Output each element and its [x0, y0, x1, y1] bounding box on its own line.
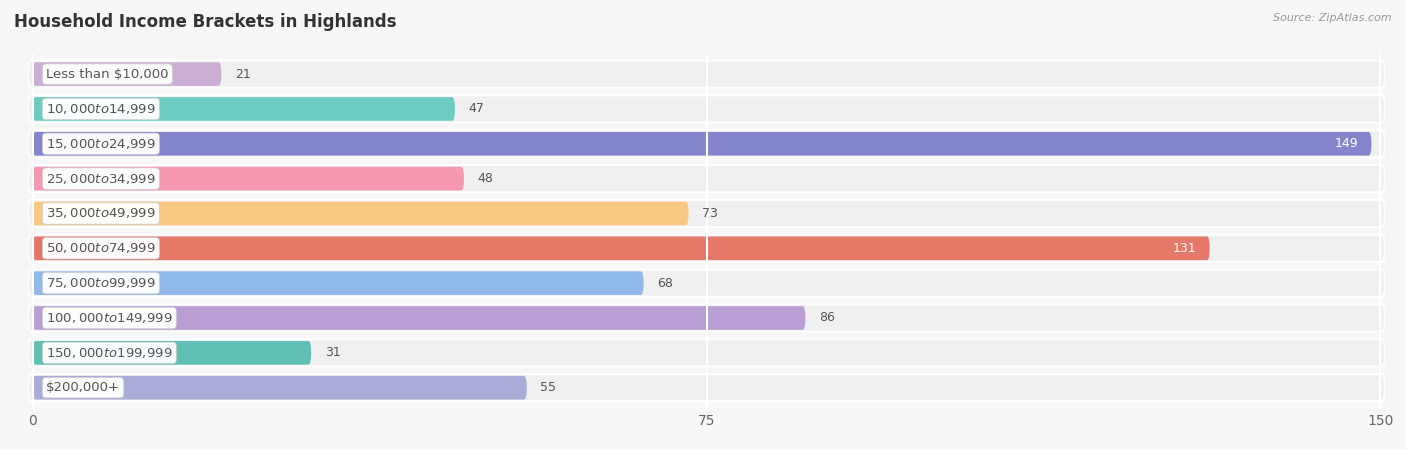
FancyBboxPatch shape [32, 306, 806, 330]
FancyBboxPatch shape [28, 200, 1385, 227]
Text: 68: 68 [657, 277, 673, 290]
Text: 131: 131 [1173, 242, 1197, 255]
FancyBboxPatch shape [28, 304, 1385, 331]
FancyBboxPatch shape [28, 374, 1385, 401]
FancyBboxPatch shape [28, 61, 1385, 88]
FancyBboxPatch shape [32, 97, 456, 121]
FancyBboxPatch shape [28, 165, 1385, 192]
Text: 48: 48 [478, 172, 494, 185]
Text: 31: 31 [325, 346, 340, 359]
FancyBboxPatch shape [28, 269, 1385, 297]
Text: $150,000 to $199,999: $150,000 to $199,999 [46, 346, 173, 360]
Text: Household Income Brackets in Highlands: Household Income Brackets in Highlands [14, 13, 396, 31]
Text: 47: 47 [468, 102, 484, 115]
FancyBboxPatch shape [32, 62, 221, 86]
FancyBboxPatch shape [28, 95, 1385, 123]
FancyBboxPatch shape [32, 237, 1209, 260]
Text: $10,000 to $14,999: $10,000 to $14,999 [46, 102, 156, 116]
Text: Less than $10,000: Less than $10,000 [46, 68, 169, 80]
FancyBboxPatch shape [28, 235, 1385, 262]
FancyBboxPatch shape [32, 167, 464, 190]
Text: $35,000 to $49,999: $35,000 to $49,999 [46, 207, 156, 220]
Text: $100,000 to $149,999: $100,000 to $149,999 [46, 311, 173, 325]
FancyBboxPatch shape [32, 376, 527, 400]
Text: 55: 55 [540, 381, 557, 394]
Text: 73: 73 [702, 207, 718, 220]
FancyBboxPatch shape [32, 271, 644, 295]
Text: $200,000+: $200,000+ [46, 381, 120, 394]
FancyBboxPatch shape [28, 130, 1385, 157]
Text: $75,000 to $99,999: $75,000 to $99,999 [46, 276, 156, 290]
Text: 149: 149 [1334, 137, 1358, 150]
FancyBboxPatch shape [32, 202, 689, 225]
Text: 21: 21 [235, 68, 250, 80]
Text: 86: 86 [818, 312, 835, 325]
Text: $25,000 to $34,999: $25,000 to $34,999 [46, 172, 156, 185]
Text: Source: ZipAtlas.com: Source: ZipAtlas.com [1274, 13, 1392, 23]
Text: $15,000 to $24,999: $15,000 to $24,999 [46, 137, 156, 151]
FancyBboxPatch shape [32, 341, 311, 365]
FancyBboxPatch shape [28, 339, 1385, 366]
Text: $50,000 to $74,999: $50,000 to $74,999 [46, 241, 156, 255]
FancyBboxPatch shape [32, 132, 1371, 156]
